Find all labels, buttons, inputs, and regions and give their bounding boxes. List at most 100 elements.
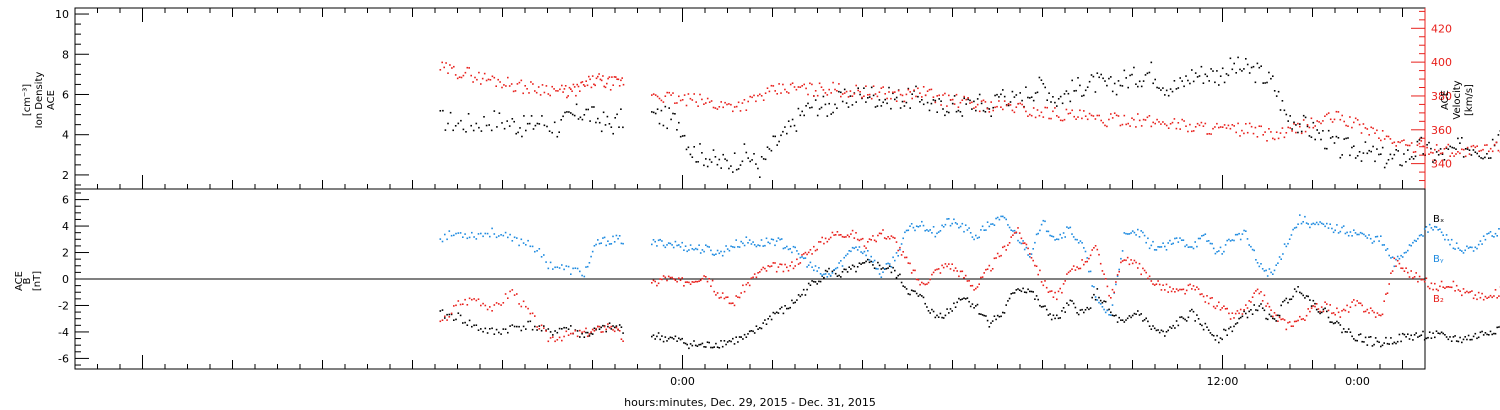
ion-density-point [878, 99, 881, 101]
bz-point [538, 328, 541, 330]
bz-point [1341, 310, 1343, 312]
by-point [1072, 236, 1075, 238]
bz-point [1481, 292, 1483, 295]
bx-point [1432, 332, 1434, 334]
ion-density-point [1260, 65, 1262, 67]
bx-point [1331, 321, 1333, 323]
bx-point [765, 323, 768, 325]
bx-point [691, 344, 694, 347]
ion-density-point [1268, 71, 1270, 74]
bz-point [1299, 315, 1301, 318]
velocity-point [1071, 109, 1073, 112]
by-point [922, 224, 925, 227]
bz-point [733, 304, 736, 307]
velocity-point [967, 97, 969, 99]
by-point [583, 275, 586, 278]
bx-point [931, 308, 933, 311]
by-point [1266, 275, 1269, 277]
velocity-point [664, 95, 667, 97]
ion-density-point [577, 118, 580, 120]
by-point [607, 240, 609, 242]
bz-point [811, 253, 813, 255]
by-point [1020, 242, 1023, 245]
bx-point [1439, 332, 1441, 335]
velocity-point [957, 106, 960, 108]
by-point [1374, 236, 1377, 238]
bz-point [1157, 280, 1159, 282]
ion-density-point [498, 112, 501, 114]
velocity-point [464, 71, 467, 74]
by-point [1131, 230, 1134, 232]
velocity-point [1044, 106, 1046, 109]
bx-point [1044, 305, 1046, 307]
bx-point [1165, 331, 1168, 333]
velocity-point [828, 88, 830, 91]
bz-point [1258, 292, 1261, 295]
ion-density-point [475, 122, 478, 125]
by-point [870, 255, 872, 258]
bx-point [726, 341, 729, 343]
bx-point [652, 334, 655, 336]
velocity-point [1092, 115, 1095, 117]
bz-point [475, 299, 478, 302]
bx-point [1459, 336, 1461, 339]
velocity-point [880, 87, 883, 89]
by-point [608, 243, 611, 245]
bz-point [1417, 280, 1419, 283]
bx-point [455, 318, 457, 321]
by-point [1167, 242, 1169, 244]
bx-point [1196, 314, 1198, 316]
by-point [439, 238, 442, 240]
velocity-point [984, 101, 987, 103]
bz-point [666, 279, 668, 282]
velocity-point [826, 94, 829, 96]
by-point [934, 235, 937, 238]
ion-density-point [1056, 105, 1058, 107]
by-point [1069, 226, 1072, 229]
bx-point [1423, 339, 1426, 341]
by-point [747, 242, 749, 244]
bz-point [1273, 312, 1276, 314]
bz-point [750, 277, 753, 279]
bz-point [1049, 290, 1051, 293]
ion-density-point [1094, 91, 1097, 93]
bx-point [605, 330, 607, 333]
velocity-point [793, 86, 796, 88]
velocity-point [528, 92, 530, 94]
velocity-point [582, 84, 585, 86]
bz-point [834, 234, 837, 236]
bx-point [1062, 307, 1065, 309]
velocity-point [801, 85, 803, 87]
bz-point [581, 331, 583, 334]
by-point [750, 243, 753, 245]
ion-density-point [583, 114, 586, 116]
ion-density-point [511, 118, 514, 120]
bx-point [823, 276, 825, 279]
ion-density-point [602, 111, 605, 114]
by-point [1169, 239, 1171, 242]
velocity-point [840, 95, 842, 98]
bx-point [522, 325, 525, 328]
bz-point [1086, 260, 1088, 263]
ion-density-point [965, 103, 967, 105]
velocity-point [1077, 116, 1079, 118]
bx-point [863, 262, 866, 264]
ion-density-point [932, 99, 935, 101]
bx-point [610, 328, 613, 330]
bz-point [1218, 301, 1220, 304]
bx-point [838, 274, 840, 277]
bx-point [792, 302, 795, 304]
bx-point [684, 342, 687, 345]
bx-point [951, 310, 953, 312]
bx-point [921, 295, 923, 297]
ion-density-point [1289, 115, 1291, 117]
bz-point [718, 297, 721, 299]
ion-density-point [1322, 130, 1324, 132]
bx-point [747, 333, 749, 335]
velocity-point [1335, 110, 1338, 113]
ion-density-point [1164, 94, 1166, 96]
velocity-point [1069, 112, 1072, 114]
velocity-point [1231, 124, 1234, 126]
velocity-point [975, 106, 977, 108]
bx-point [518, 325, 520, 328]
